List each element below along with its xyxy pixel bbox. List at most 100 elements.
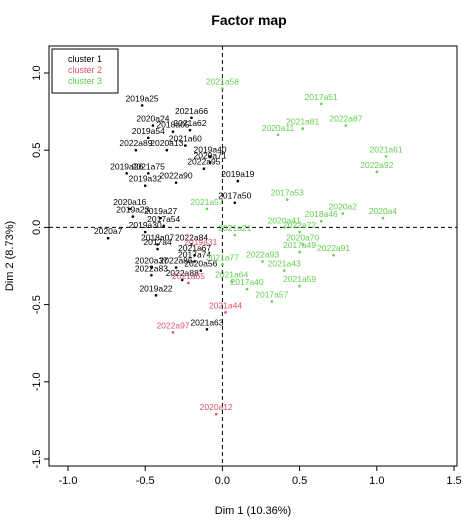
data-point [151,124,155,127]
point-label: 2020a37 [135,256,168,266]
point-label: 2020a7 [94,226,123,236]
data-point [190,243,193,246]
point-label: 2019a27 [144,206,177,216]
point-label: 2022a84 [175,232,208,242]
data-point [319,102,323,106]
y-axis-title: Dim 2 (8.73%) [4,221,16,291]
data-point [146,172,150,175]
point-label: 2021a61 [370,144,403,154]
point-label: 2018a46 [305,209,338,219]
data-point [106,236,110,240]
point-label: 2022a88 [166,268,199,278]
point-label: 2019a54 [132,126,165,136]
point-label: 2017a74 [178,249,211,259]
data-point [282,226,286,229]
data-point [199,247,203,251]
point-label: 2019a22 [139,283,172,293]
point-label: 2021a57 [190,197,223,207]
point-label: 2021a62 [173,118,206,128]
data-point [171,130,175,133]
data-point [193,253,196,257]
data-point [381,216,385,220]
data-point [208,161,212,164]
point-label: 2021a44 [209,300,242,310]
x-tick-label: 1.0 [369,475,384,487]
data-point [298,250,301,254]
data-point [184,144,187,147]
data-point [156,247,159,251]
point-label: 2021a21 [218,223,251,233]
data-point [171,331,175,334]
data-point [384,155,388,158]
data-point [146,136,150,140]
point-label: 2020a16 [113,197,146,207]
point-label: 2021a67 [178,243,211,253]
x-tick-label: 0.5 [292,475,307,487]
data-point [230,280,233,283]
data-point [375,170,379,174]
point-label: 2019a25 [126,93,159,103]
point-label: 2022a87 [329,113,362,123]
data-point [221,87,224,90]
data-point [332,253,335,257]
data-point [270,300,274,303]
point-label: 2017a53 [271,188,304,198]
y-tick-label: 0.5 [31,143,43,158]
data-point [276,133,280,137]
point-label: 2017a40 [231,277,264,287]
point-label: 2020a2 [329,202,358,212]
y-tick-label: -1.0 [31,372,43,391]
data-point [156,243,159,246]
plot-frame [48,45,458,467]
data-point [233,233,237,237]
data-point [188,128,192,132]
data-point [224,311,227,314]
point-label: 2022a89 [119,138,152,148]
point-label: 2020a71 [194,151,227,161]
point-label: 2021a77 [206,252,239,262]
data-point [180,278,184,282]
point-label: 2022a97 [156,320,189,330]
point-label: 2021a65 [172,271,205,281]
data-point [150,266,153,269]
y-axis: -1.5 -1.0 -0.5 0.0 0.5 1.0 [31,65,49,468]
point-label: 2018a05 [156,120,189,130]
x-tick-label: -0.5 [136,475,155,487]
point-label: 2020a12 [200,402,233,412]
data-point [174,181,178,184]
data-point [165,148,169,152]
data-point [134,148,138,152]
point-label: 2022a92 [360,160,393,170]
legend-entry: cluster 2 [68,65,102,75]
point-label: 2022a86 [160,256,193,266]
point-label: 2021a43 [268,259,301,269]
point-label: 2021a63 [190,317,223,327]
data-point [143,230,147,234]
data-point [208,155,212,158]
data-point [285,198,289,201]
data-point [131,215,135,218]
data-point [140,104,144,107]
data-point [298,230,301,234]
x-axis: -1.0 -0.5 0.0 0.5 1.0 1.5 [59,466,462,487]
point-label: 2017a57 [255,290,288,300]
y-tick-label: 0.0 [31,220,43,235]
point-label: 2022a72 [283,220,316,230]
point-label: 2021a58 [206,76,239,86]
data-point [261,260,264,263]
point-label: 2022a91 [317,243,350,253]
y-tick-label: 1.0 [31,65,43,80]
point-label: 2022a93 [246,249,279,259]
x-axis-title: Dim 1 (10.36%) [215,505,291,517]
data-point [159,216,162,220]
y-tick-label: -1.5 [31,450,43,469]
data-point [319,219,323,223]
data-point [344,124,348,127]
legend-box [51,48,119,94]
legend-entry: cluster 1 [68,54,102,64]
data-point [125,172,128,175]
data-point [282,269,286,272]
